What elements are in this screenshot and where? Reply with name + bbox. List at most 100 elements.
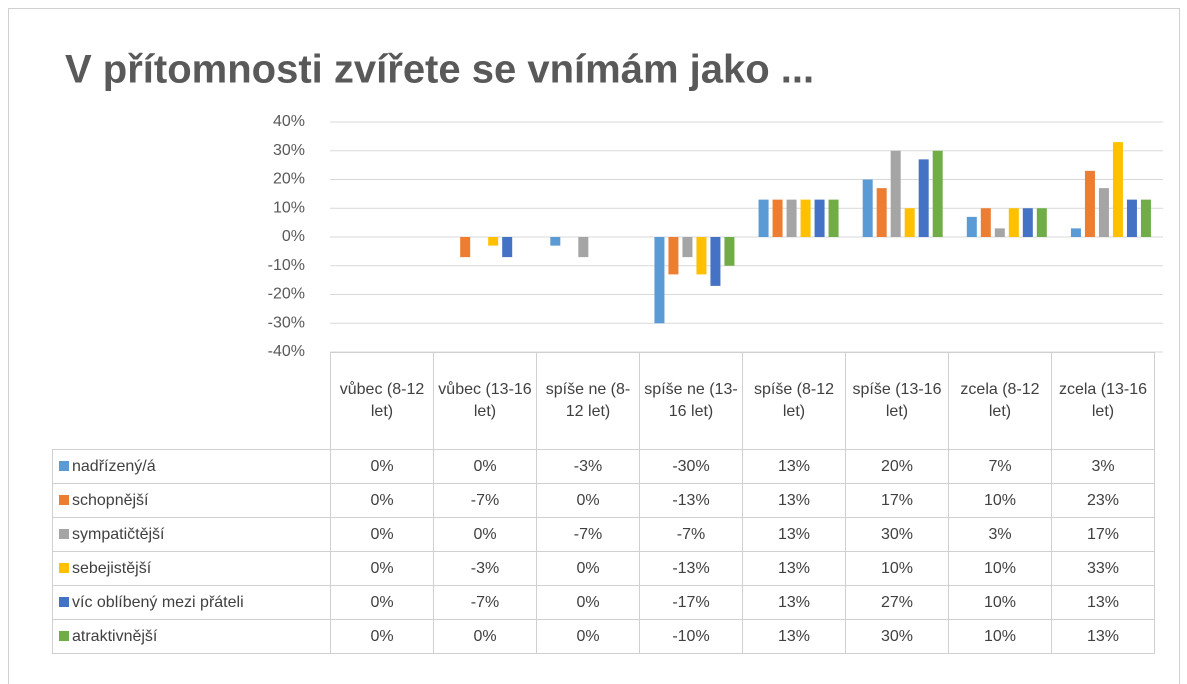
bar — [682, 237, 693, 258]
value-label: 0% — [330, 619, 434, 654]
category-label: vůbec (8-12 let) — [330, 352, 434, 450]
bar — [710, 237, 721, 286]
value-label: 0% — [330, 551, 434, 586]
bar — [1112, 142, 1123, 237]
data-table: vůbec (8-12 let) vůbec (13-16 let) spíše n… — [52, 352, 1155, 654]
bar — [890, 150, 901, 237]
data-row: nadřízený/á 0% 0% -3% -30% 13% 20% 7% 3% — [52, 449, 1155, 484]
bar — [758, 199, 769, 237]
legend-cell: sebejistější — [52, 551, 331, 586]
bar — [578, 237, 589, 258]
legend-cell: schopnější — [52, 483, 331, 518]
chart-title: V přítomnosti zvířete se vnímám jako ... — [65, 48, 814, 92]
legend-label: schopnější — [72, 491, 149, 509]
bar — [772, 199, 783, 237]
value-label: -30% — [639, 449, 743, 484]
value-label: 0% — [330, 517, 434, 552]
legend-key — [59, 460, 69, 471]
legend-key — [59, 528, 69, 539]
bar — [1036, 208, 1047, 237]
value-label: 10% — [948, 619, 1052, 654]
value-label: 13% — [1051, 619, 1155, 654]
bar — [1022, 208, 1033, 237]
value-label: 0% — [330, 585, 434, 620]
bar — [1008, 208, 1019, 237]
value-label: 0% — [330, 483, 434, 518]
y-tick-label: -10% — [268, 257, 305, 274]
category-label: zcela (8-12 let) — [948, 352, 1052, 450]
category-label: spíše (13-16 let) — [845, 352, 949, 450]
value-label: 30% — [845, 517, 949, 552]
legend-cell: atraktivnější — [52, 619, 331, 654]
bar — [654, 237, 665, 324]
value-label: -7% — [433, 585, 537, 620]
value-label: 0% — [433, 619, 537, 654]
value-label: 30% — [845, 619, 949, 654]
value-label: -13% — [639, 483, 743, 518]
category-label: spíše (8-12 let) — [742, 352, 846, 450]
value-label: 7% — [948, 449, 1052, 484]
y-tick-label: 30% — [273, 142, 305, 159]
bar — [1098, 188, 1109, 237]
value-label: -7% — [433, 483, 537, 518]
data-row: sebejistější 0% -3% 0% -13% 13% 10% 10% 33% — [52, 551, 1155, 586]
value-label: 13% — [742, 585, 846, 620]
value-label: 33% — [1051, 551, 1155, 586]
bar — [932, 150, 943, 237]
header-row: vůbec (8-12 let) vůbec (13-16 let) spíše n… — [52, 352, 1155, 450]
value-label: -3% — [433, 551, 537, 586]
data-row: sympatičtější 0% 0% -7% -7% 13% 30% 3% 17% — [52, 517, 1155, 552]
bar — [460, 237, 471, 258]
bar — [1140, 199, 1151, 237]
bar — [668, 237, 679, 275]
legend-label: nadřízený/á — [72, 457, 156, 475]
bar — [488, 237, 499, 246]
value-label: 23% — [1051, 483, 1155, 518]
value-label: 0% — [433, 449, 537, 484]
data-row: schopnější 0% -7% 0% -13% 13% 17% 10% 23% — [52, 483, 1155, 518]
y-tick-label: 0% — [282, 228, 305, 245]
legend-label: sympatičtější — [72, 525, 165, 543]
bar — [876, 188, 887, 237]
value-label: 20% — [845, 449, 949, 484]
bar — [1084, 170, 1095, 237]
legend-label: sebejistější — [72, 559, 152, 577]
value-label: -7% — [536, 517, 640, 552]
bar — [1070, 228, 1081, 237]
value-label: 27% — [845, 585, 949, 620]
value-label: 13% — [742, 517, 846, 552]
bar — [904, 208, 915, 237]
legend-key — [59, 630, 69, 641]
value-label: 0% — [433, 517, 537, 552]
value-label: 13% — [1051, 585, 1155, 620]
y-tick-label: 40% — [273, 113, 305, 130]
bar — [502, 237, 513, 258]
value-label: -10% — [639, 619, 743, 654]
bar — [550, 237, 561, 246]
bar — [814, 199, 825, 237]
y-tick-label: 20% — [273, 171, 305, 188]
bar — [800, 199, 811, 237]
value-label: 13% — [742, 483, 846, 518]
legend-label: víc oblíbený mezi přáteli — [72, 593, 244, 611]
data-row: atraktivnější 0% 0% 0% -10% 13% 30% 10% 13% — [52, 619, 1155, 654]
legend-label: atraktivnější — [72, 627, 158, 645]
value-label: -17% — [639, 585, 743, 620]
legend-cell: nadřízený/á — [52, 449, 331, 484]
category-label: vůbec (13-16 let) — [433, 352, 537, 450]
bar — [724, 237, 735, 266]
chart-frame — [8, 8, 1180, 684]
value-label: 17% — [845, 483, 949, 518]
data-row: víc oblíbený mezi přáteli 0% -7% 0% -17% 13% 2… — [52, 585, 1155, 620]
value-label: -7% — [639, 517, 743, 552]
bar — [994, 228, 1005, 237]
value-label: 0% — [536, 585, 640, 620]
legend-key — [59, 596, 69, 607]
value-label: 10% — [948, 585, 1052, 620]
value-label: 3% — [1051, 449, 1155, 484]
value-label: 0% — [330, 449, 434, 484]
bar — [696, 237, 707, 275]
value-label: 13% — [742, 619, 846, 654]
